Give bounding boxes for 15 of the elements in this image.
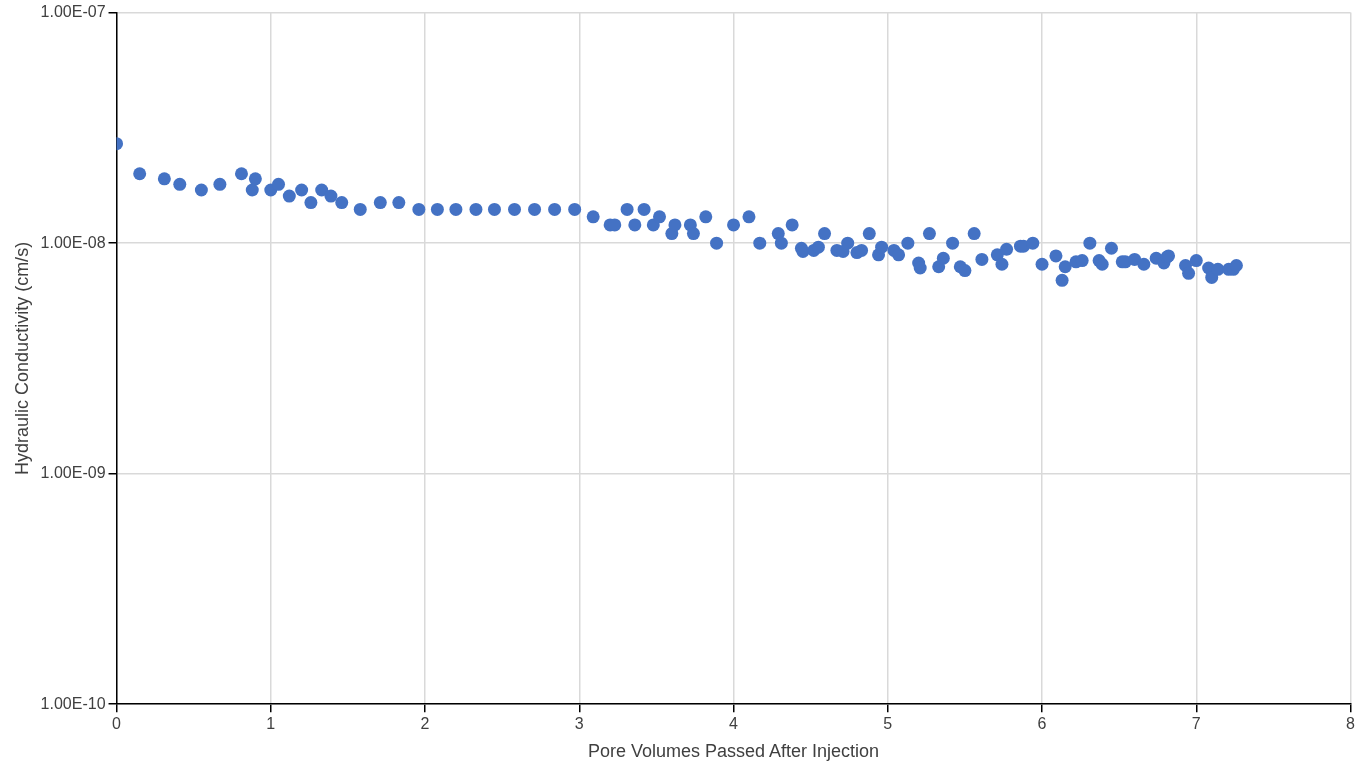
x-axis-title: Pore Volumes Passed After Injection	[587, 741, 880, 762]
x-tick-label: 8	[1346, 715, 1356, 733]
y-axis-title: Hydraulic Conductivity (cm/s)	[11, 241, 32, 475]
x-tick-label: 7	[1191, 715, 1201, 733]
y-tick-label: 1.00E-07	[40, 3, 106, 21]
x-tick-label: 4	[729, 715, 739, 733]
x-tick-label: 3	[574, 715, 584, 733]
y-tick-label: 1.00E-10	[40, 694, 106, 712]
x-tick-label: 6	[1037, 715, 1047, 733]
x-tick-label: 1	[266, 715, 276, 733]
y-tick-label: 1.00E-08	[40, 233, 106, 251]
x-tick-label: 2	[420, 715, 430, 733]
x-tick-label: 5	[883, 715, 893, 733]
x-tick-label: 0	[112, 715, 122, 733]
y-tick-label: 1.00E-09	[40, 464, 106, 482]
